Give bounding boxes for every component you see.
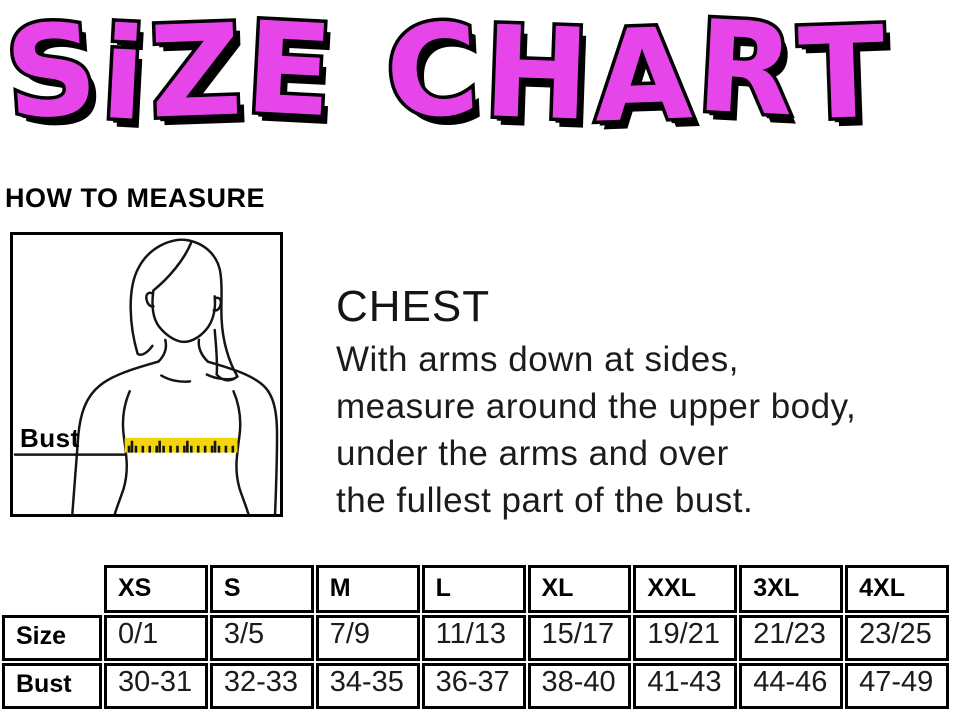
bust-value: 41-43 xyxy=(633,663,738,709)
bust-label: Bust xyxy=(20,423,80,453)
size-value: 23/25 xyxy=(845,615,949,661)
torso-left-line xyxy=(113,390,131,514)
title-letter: i xyxy=(94,0,152,153)
bust-value: 30-31 xyxy=(104,663,208,709)
right-clavicle-line xyxy=(205,373,236,381)
face-outline xyxy=(151,289,217,344)
chest-instruction-line: the fullest part of the bust. xyxy=(336,481,754,520)
size-value: 19/21 xyxy=(633,615,738,661)
size-value: 15/17 xyxy=(527,615,632,661)
table-row-bust: Bust 30-31 32-33 34-35 36-37 38-40 41-43… xyxy=(2,663,949,709)
chest-instruction-line: measure around the upper body, xyxy=(336,387,857,426)
right-ear xyxy=(212,296,223,312)
measurement-figure-box: Bust xyxy=(10,232,283,517)
title-letter: T xyxy=(793,0,891,152)
how-to-measure-heading: HOW TO MEASURE xyxy=(5,183,266,213)
size-value: 7/9 xyxy=(315,615,420,661)
bust-value: 44-46 xyxy=(739,663,844,709)
bust-value: 34-35 xyxy=(315,663,420,709)
torso-right-line xyxy=(232,390,250,514)
title-letter xyxy=(337,0,381,156)
column-header-s: S xyxy=(209,565,314,613)
left-ear xyxy=(145,291,155,308)
column-header-xl: XL xyxy=(527,565,632,613)
left-arm-outline xyxy=(71,360,160,514)
size-value: 3/5 xyxy=(209,615,314,661)
chest-heading: CHEST xyxy=(336,282,491,331)
neck-right-line xyxy=(197,338,210,363)
neck-left-line xyxy=(157,338,168,363)
title-letter: S xyxy=(0,0,105,151)
left-clavicle-line xyxy=(160,374,192,383)
title-letter: A xyxy=(588,0,698,154)
title-letter: R xyxy=(690,0,802,148)
chest-instruction-line: With arms down at sides, xyxy=(336,340,739,379)
column-header-xs: XS xyxy=(104,565,208,613)
title-letter: Z xyxy=(144,0,247,150)
bust-value: 47-49 xyxy=(845,663,949,709)
column-header-xxl: XXL xyxy=(633,565,738,613)
bust-value: 38-40 xyxy=(527,663,632,709)
size-table-header-row: XS S M L XL XXL 3XL 4XL xyxy=(2,565,949,613)
size-value: 21/23 xyxy=(739,615,844,661)
table-row-size: Size 0/1 3/5 7/9 11/13 15/17 19/21 21/23… xyxy=(2,615,949,661)
size-value: 11/13 xyxy=(421,615,526,661)
column-header-m: M xyxy=(315,565,420,613)
column-header-l: L xyxy=(421,565,526,613)
body-outline-drawing xyxy=(13,238,279,514)
column-header-4xl: 4XL xyxy=(845,565,949,613)
chest-instructions: With arms down at sides, measure around … xyxy=(336,336,856,524)
row-label-size: Size xyxy=(2,615,102,661)
title-letter: E xyxy=(239,0,340,149)
size-table: XS S M L XL XXL 3XL 4XL Size 0/1 3/5 7/9… xyxy=(0,563,951,711)
measuring-tape xyxy=(124,437,238,453)
title-letter: C xyxy=(379,0,486,151)
bust-value: 32-33 xyxy=(209,663,314,709)
bust-value: 36-37 xyxy=(421,663,526,709)
chest-instruction-line: under the arms and over xyxy=(336,434,729,473)
hair-part-line xyxy=(152,241,193,292)
page-title: SiZE CHART xyxy=(0,0,953,156)
row-label-bust: Bust xyxy=(2,663,102,709)
column-header-3xl: 3XL xyxy=(739,565,844,613)
right-arm-outline xyxy=(206,360,279,514)
size-value: 0/1 xyxy=(104,615,208,661)
title-letter: H xyxy=(478,0,596,152)
table-corner-cell xyxy=(2,565,102,613)
hair-outline xyxy=(129,238,240,382)
